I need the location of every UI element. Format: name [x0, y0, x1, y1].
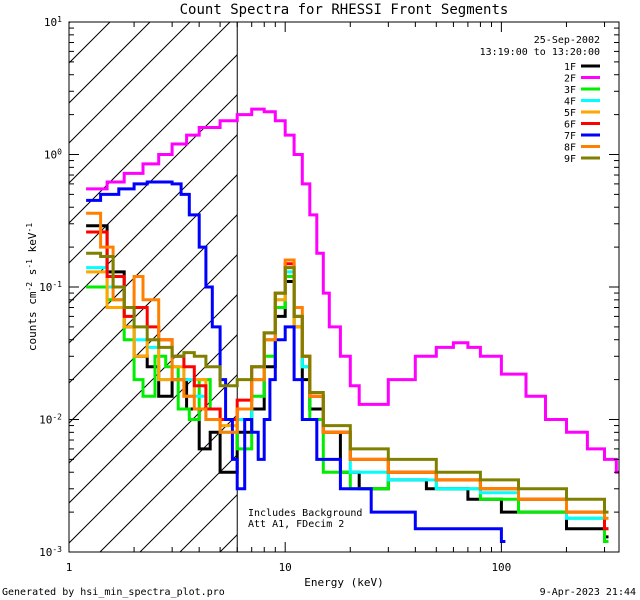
annotation-background: Includes Background [248, 508, 362, 519]
legend-label-3F: 3F [564, 85, 576, 96]
y-tick-label: 10-3 [39, 545, 62, 560]
series-7F-line [86, 180, 506, 543]
y-tick-label: 101 [44, 15, 62, 30]
axis-ticks: 1 10 100 101 100 10-1 10-2 10-3 [39, 15, 619, 574]
chart-title: Count Spectra for RHESSI Front Segments [180, 2, 509, 18]
series-9F-line [86, 251, 609, 514]
legend-label-7F: 7F [564, 131, 576, 142]
y-tick-label: 10-2 [39, 412, 62, 427]
x-axis-label: Energy (keV) [304, 576, 383, 589]
y-tick-label: 100 [44, 147, 62, 162]
hatch-line [69, 22, 311, 264]
x-tick-label: 10 [279, 561, 292, 574]
excluded-region-hatch [69, 22, 619, 552]
legend-label-1F: 1F [564, 62, 576, 73]
y-axis-label: counts cm-2 s-1 keV-1 [25, 223, 40, 351]
x-tick-label: 100 [491, 561, 511, 574]
hatch-mask [237, 22, 619, 552]
hatch-line [69, 22, 271, 224]
time-range-label: 13:19:00 to 13:20:00 [480, 47, 600, 58]
date-label: 25-Sep-2002 [534, 35, 600, 46]
series-group [86, 107, 619, 543]
series-2F-line [86, 107, 619, 474]
legend-label-9F: 9F [564, 154, 576, 165]
legend-label-2F: 2F [564, 74, 576, 85]
hatch-line [69, 22, 231, 184]
x-tick-label: 1 [66, 561, 73, 574]
hatch-line [69, 22, 191, 144]
legend-label-4F: 4F [564, 97, 576, 108]
legend-label-8F: 8F [564, 143, 576, 154]
annotation-attenuator: Att A1, FDecim 2 [248, 519, 344, 530]
legend-label-5F: 5F [564, 108, 576, 119]
y-tick-label: 10-1 [39, 280, 62, 295]
footer-timestamp: 9-Apr-2023 21:44 [540, 587, 636, 598]
legend-label-6F: 6F [564, 120, 576, 131]
footer-generator: Generated by hsi_min_spectra_plot.pro [2, 587, 225, 598]
